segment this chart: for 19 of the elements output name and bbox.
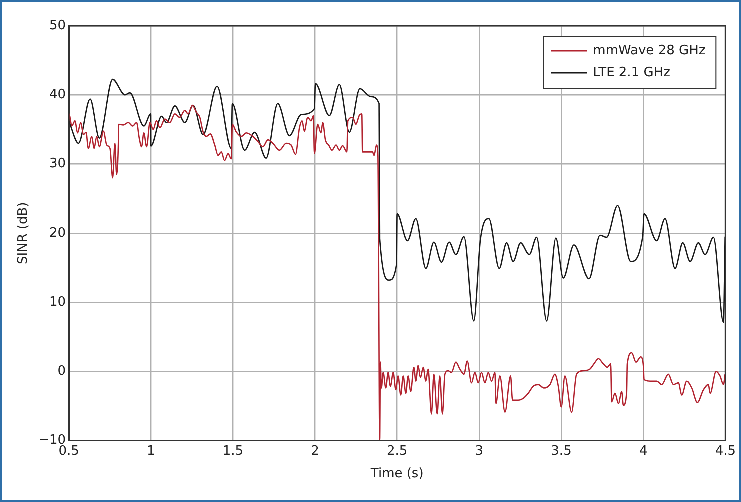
x-tick-label: 4.5: [715, 444, 736, 459]
x-tick-label: 4: [639, 444, 648, 459]
line-series: [69, 78, 726, 324]
x-axis-title: Time (s): [370, 466, 424, 482]
x-tick-label: 2.5: [387, 444, 408, 459]
y-tick-label: 20: [49, 226, 66, 241]
y-tick-label: 30: [49, 156, 66, 172]
y-tick-label: 40: [49, 88, 66, 103]
x-tick-label: 2: [311, 444, 320, 459]
x-tick-label: 3: [475, 444, 484, 459]
x-tick-label: 3.5: [551, 444, 572, 459]
legend-label: mmWave 28 GHz: [593, 43, 706, 58]
y-axis-title: SINR (dB): [16, 202, 32, 265]
y-tick-label: 50: [49, 18, 66, 34]
legend-label: LTE 2.1 GHz: [593, 65, 671, 80]
y-tick-label: 0: [58, 364, 66, 380]
x-tick-label: 1: [146, 444, 156, 459]
x-tick-label: 1.5: [222, 444, 244, 459]
y-tick-label: 10: [49, 294, 66, 310]
